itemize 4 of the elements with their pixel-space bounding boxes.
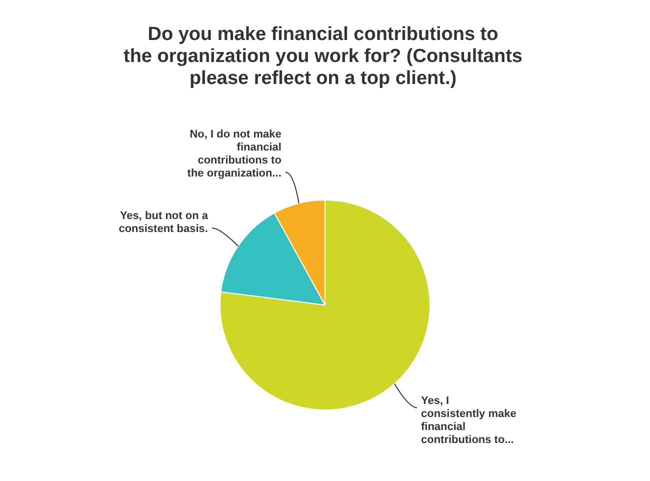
slice-label: No, I do not make financial contributions to the organization... bbox=[187, 128, 282, 180]
slice-label: Yes, I consistently make financial contributions to... bbox=[420, 394, 516, 446]
slice-label: Yes, but not on a consistent basis. bbox=[118, 210, 209, 235]
chart-title: Do you make financial contributions to the organization you work for? (Consultants please reflect on a top client.) bbox=[124, 24, 522, 89]
